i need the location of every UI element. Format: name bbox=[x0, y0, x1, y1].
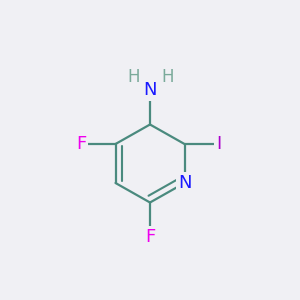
Text: F: F bbox=[145, 228, 155, 246]
Text: H: H bbox=[161, 68, 174, 85]
Text: H: H bbox=[127, 68, 140, 85]
Text: N: N bbox=[178, 174, 191, 192]
Text: F: F bbox=[76, 135, 86, 153]
Text: N: N bbox=[143, 81, 157, 99]
Text: I: I bbox=[216, 135, 222, 153]
